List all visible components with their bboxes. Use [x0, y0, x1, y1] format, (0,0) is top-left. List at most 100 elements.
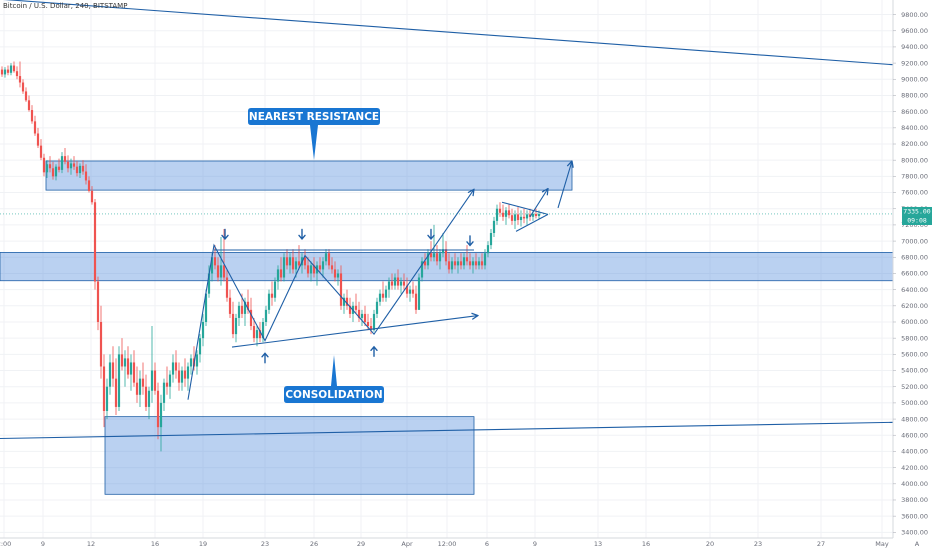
candle-body [42, 157, 46, 173]
candle-body [507, 210, 511, 216]
candle-body [213, 257, 217, 266]
candle-body [105, 386, 109, 411]
y-tick-label: 9400.00 [901, 43, 928, 51]
candle-body [330, 265, 334, 270]
candle-body [471, 261, 475, 266]
x-tick-label: May [875, 540, 889, 548]
candle-body [189, 358, 193, 367]
candle-body [228, 297, 232, 314]
candle-body [108, 362, 112, 387]
candle-body [537, 213, 541, 217]
candle-body [324, 253, 328, 262]
candle-body [0, 69, 4, 75]
candle-body [456, 261, 460, 266]
resistance-callout[interactable]: NEAREST RESISTANCE [248, 108, 380, 160]
candle-body [279, 269, 283, 278]
candle-body [495, 208, 499, 221]
candle-body [252, 326, 256, 339]
candle-body [54, 166, 58, 177]
candle-body [441, 249, 445, 254]
candle-body [66, 161, 70, 169]
consolidation-callout-label: CONSOLIDATION [285, 389, 382, 401]
candle-body [504, 210, 508, 217]
up-arrow-1 [261, 352, 269, 364]
candle-body [363, 313, 367, 322]
candle-body [216, 265, 220, 278]
consolidation-callout[interactable]: CONSOLIDATION [284, 355, 384, 403]
countdown-tag [902, 215, 932, 225]
candle-body [207, 273, 211, 294]
candle-body [261, 321, 265, 339]
candle-body [78, 165, 82, 174]
time-axis[interactable] [0, 537, 932, 550]
markers-layer [221, 228, 474, 364]
y-tick-label: 8800.00 [901, 92, 928, 100]
x-tick-label: 13 [594, 540, 602, 548]
candle-body [354, 305, 358, 310]
candle-body [483, 253, 487, 266]
candle-body [468, 261, 472, 266]
candle-body [267, 293, 271, 310]
down-arrow-2 [298, 228, 306, 241]
y-tick-label: 4600.00 [901, 431, 928, 439]
candle-body [21, 82, 25, 92]
candle-body [93, 202, 97, 282]
candle-body [312, 265, 316, 274]
price-axis-background [893, 0, 932, 538]
candle-body [51, 168, 55, 177]
candle-body [435, 253, 439, 262]
candle-body [459, 261, 463, 266]
candle-body [237, 305, 241, 318]
candle-body [75, 166, 79, 174]
candle-body [72, 163, 76, 167]
symbol-header: Bitcoin / U.S. Dollar, 240, BITSTAMP [3, 2, 127, 10]
y-tick-label: 8600.00 [901, 108, 928, 116]
candle-body [399, 281, 403, 286]
price-axis[interactable] [892, 0, 932, 538]
candle-body [426, 253, 430, 266]
candle-body [366, 321, 370, 327]
x-tick-label: 6 [485, 540, 489, 548]
candle-body [234, 317, 238, 335]
candle-body [357, 309, 361, 318]
candle-body [477, 261, 481, 266]
candle-body [180, 370, 184, 383]
y-tick-label: 4400.00 [901, 448, 928, 456]
candle-body [102, 366, 106, 411]
zigzag-projection [187, 189, 474, 400]
candle-body [153, 370, 157, 391]
candle-body [27, 100, 31, 111]
candle-body [291, 257, 295, 270]
auto-scale-toggle[interactable]: A [915, 540, 920, 548]
candle-body [225, 277, 229, 298]
y-tick-label: 5800.00 [901, 334, 928, 342]
candle-body [36, 133, 40, 146]
candle-body [111, 362, 115, 379]
candle-body [393, 277, 397, 286]
candle-body [150, 370, 154, 391]
candle-body [528, 214, 532, 217]
candle-body [165, 382, 169, 387]
candle-body [486, 245, 490, 254]
candle-body [45, 164, 49, 173]
candle-body [531, 213, 535, 217]
candle-body [447, 261, 451, 270]
y-tick-label: 7000.00 [901, 237, 928, 245]
candle-body [534, 213, 538, 217]
candle-body [90, 190, 94, 203]
candle-body [33, 121, 37, 134]
x-tick-label: Apr [401, 540, 413, 548]
candle-body [87, 180, 91, 191]
candle-body [222, 265, 226, 278]
candle-body [84, 171, 88, 181]
candle-body [273, 281, 277, 298]
x-tick-label: 29 [357, 540, 365, 548]
y-tick-label: 9600.00 [901, 27, 928, 35]
candle-body [168, 374, 172, 387]
candle-body [81, 165, 85, 172]
y-tick-label: 6200.00 [901, 302, 928, 310]
candle-body [513, 214, 517, 221]
candle-body [132, 362, 136, 383]
